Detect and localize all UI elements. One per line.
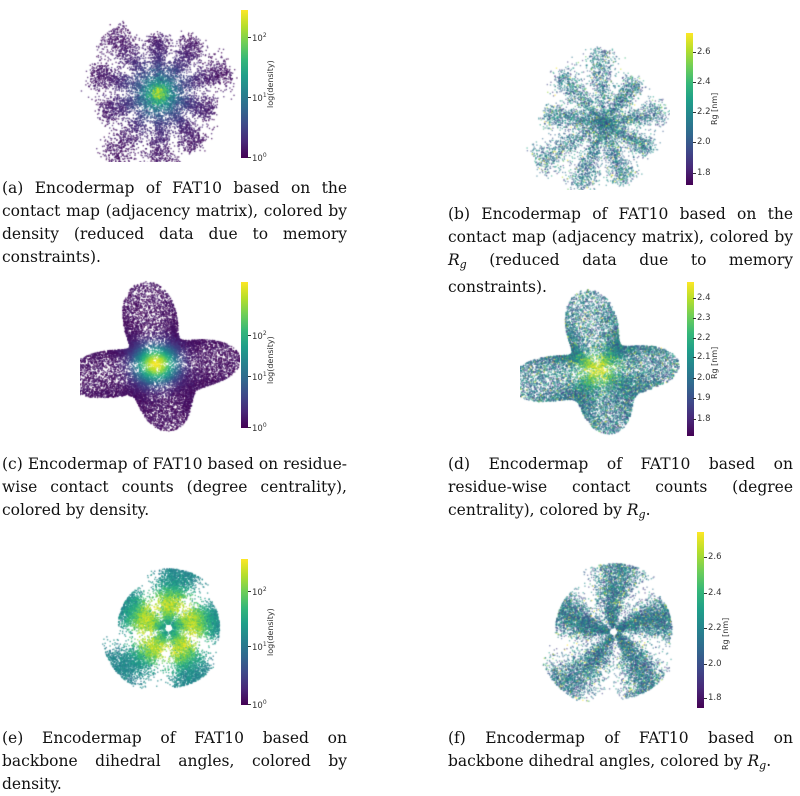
- caption-label: (d): [448, 455, 471, 473]
- caption-label: (c): [2, 455, 23, 473]
- caption-suffix: .: [766, 752, 772, 770]
- tick-base: 10: [252, 588, 263, 598]
- caption-text: Encodermap of FAT10 based on the contact…: [2, 179, 347, 266]
- caption-subscript: g: [759, 759, 767, 772]
- tick-exponent: 1: [262, 641, 267, 648]
- tick-base: 10: [252, 332, 263, 342]
- colorbar-f-tick-4: 2.6: [704, 552, 722, 562]
- colorbar-a-label: log(density): [266, 60, 275, 108]
- colorbar-e-tick-1: 101: [248, 641, 267, 653]
- colorbar-a-tick-1: 101: [248, 92, 267, 104]
- colorbar-b-tick-2: 2.2: [693, 107, 711, 117]
- tick-exponent: 1: [262, 371, 267, 378]
- colorbar-b-tick-0: 1.8: [693, 168, 711, 178]
- colorbar-d-label: Rg [nm]: [710, 346, 719, 379]
- colorbar-d-tick-1: 1.9: [693, 393, 711, 403]
- colorbar-a-tick-2: 102: [248, 32, 267, 44]
- colorbar-e-label: log(density): [266, 608, 275, 656]
- colorbar-e-tick-2: 102: [248, 586, 267, 598]
- tick-exponent: 0: [262, 422, 267, 429]
- tick-base: 10: [252, 34, 263, 44]
- tick-base: 10: [252, 373, 263, 383]
- colorbar-c: [241, 282, 248, 428]
- caption-a: (a) Encodermap of FAT10 based on the con…: [2, 177, 347, 269]
- colorbar-b-tick-4: 2.6: [693, 47, 711, 57]
- tick-base: 10: [252, 154, 263, 164]
- caption-e: (e) Encodermap of FAT10 based on backbon…: [2, 727, 347, 796]
- tick-base: 10: [252, 643, 263, 653]
- colorbar-b-label: Rg [nm]: [710, 92, 719, 125]
- caption-f: (f) Encodermap of FAT10 based on backbon…: [448, 727, 793, 777]
- caption-label: (b): [448, 205, 471, 223]
- colorbar-f-label: Rg [nm]: [721, 617, 730, 650]
- colorbar-d-tick-3: 2.1: [693, 352, 711, 362]
- caption-variable: R: [448, 251, 460, 269]
- caption-label: (e): [2, 729, 24, 747]
- tick-exponent: 0: [262, 699, 267, 706]
- scatter-plot-a: [78, 2, 238, 162]
- caption-d: (d) Encodermap of FAT10 based on residue…: [448, 453, 793, 526]
- colorbar-d-tick-0: 1.8: [693, 414, 711, 424]
- colorbar-c-label: log(density): [266, 336, 275, 384]
- scatter-plot-e: [80, 545, 240, 710]
- scatter-plot-b: [500, 30, 670, 190]
- colorbar-c-tick-2: 102: [248, 330, 267, 342]
- colorbar-f-tick-3: 2.4: [704, 588, 722, 598]
- colorbar-d-tick-6: 2.4: [693, 293, 711, 303]
- colorbar-d: [687, 282, 694, 436]
- tick-exponent: 2: [262, 330, 267, 337]
- scatter-plot-f: [515, 515, 690, 715]
- caption-subscript: g: [459, 258, 467, 271]
- tick-base: 10: [252, 424, 263, 434]
- colorbar-d-tick-2: 2.0: [693, 373, 711, 383]
- colorbar-b-tick-3: 2.4: [693, 77, 711, 87]
- tick-base: 10: [252, 701, 263, 711]
- caption-text: Encodermap of FAT10 based on residue-wis…: [448, 455, 793, 519]
- colorbar-d-tick-4: 2.2: [693, 333, 711, 343]
- scatter-plot-d: [520, 270, 680, 440]
- colorbar-d-tick-5: 2.3: [693, 313, 711, 323]
- caption-label: (a): [2, 179, 24, 197]
- caption-c: (c) Encodermap of FAT10 based on residue…: [2, 453, 347, 522]
- tick-exponent: 2: [262, 32, 267, 39]
- caption-text: Encodermap of FAT10 based on the contact…: [448, 205, 793, 246]
- caption-variable: R: [626, 501, 639, 519]
- colorbar-c-tick-0: 100: [248, 422, 267, 434]
- caption-text: Encodermap of FAT10 based on backbone di…: [448, 729, 793, 770]
- colorbar-e: [241, 559, 248, 705]
- colorbar-a: [241, 10, 248, 158]
- colorbar-f-tick-1: 2.0: [704, 659, 722, 669]
- caption-variable: R: [747, 752, 760, 770]
- colorbar-f: [697, 532, 704, 708]
- caption-label: (f): [448, 729, 466, 747]
- colorbar-c-tick-1: 101: [248, 371, 267, 383]
- colorbar-a-tick-0: 100: [248, 152, 267, 164]
- caption-text: Encodermap of FAT10 based on residue-wis…: [2, 455, 347, 519]
- tick-exponent: 2: [262, 586, 267, 593]
- colorbar-f-tick-2: 2.2: [704, 623, 722, 633]
- tick-exponent: 1: [262, 92, 267, 99]
- colorbar-f-tick-0: 1.8: [704, 693, 722, 703]
- tick-exponent: 0: [262, 152, 267, 159]
- caption-subscript: g: [639, 508, 646, 521]
- colorbar-b-tick-1: 2.0: [693, 137, 711, 147]
- tick-base: 10: [252, 94, 263, 104]
- scatter-plot-c: [80, 270, 240, 440]
- caption-text: Encodermap of FAT10 based on backbone di…: [2, 729, 347, 793]
- colorbar-e-tick-0: 100: [248, 699, 267, 711]
- caption-suffix: .: [645, 501, 651, 519]
- colorbar-b: [686, 33, 693, 185]
